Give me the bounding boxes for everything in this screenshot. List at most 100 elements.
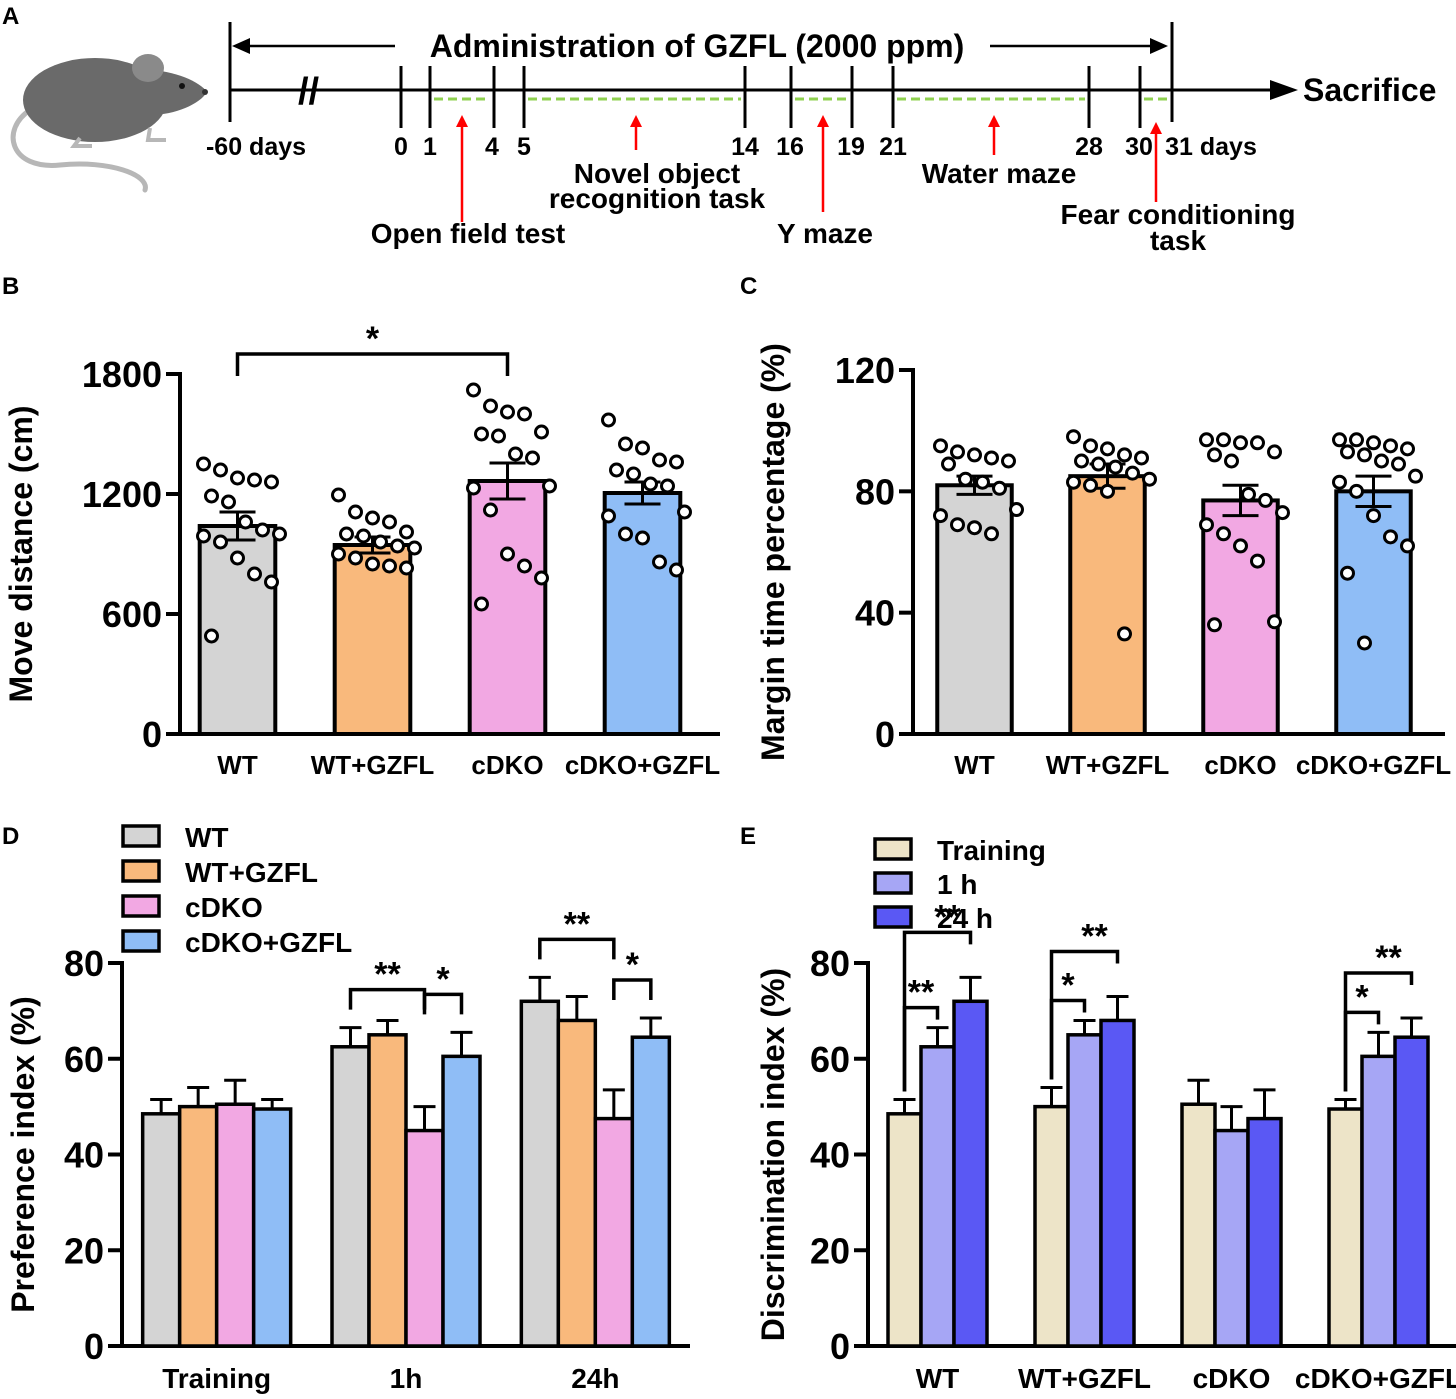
timeline-tick-label: 14 (731, 133, 759, 161)
data-point (1383, 438, 1398, 454)
bar (1099, 1018, 1136, 1348)
data-point (1391, 456, 1406, 472)
bar (214, 1102, 256, 1348)
data-point (407, 540, 422, 556)
data-point (1083, 438, 1098, 454)
x-tick-label: WT+GZFL (1018, 1363, 1151, 1394)
event-arrowhead (988, 115, 1000, 127)
legend-swatch (121, 929, 161, 953)
data-point (196, 456, 211, 472)
significance-label: ** (1081, 918, 1108, 956)
x-tick-label: cDKO (471, 750, 543, 780)
x-tick-label: Training (162, 1363, 271, 1394)
data-point (1233, 435, 1248, 451)
legend-swatch (873, 837, 913, 861)
bar (630, 1035, 672, 1348)
data-point (517, 406, 532, 422)
data-point (264, 574, 279, 590)
timeline-tick-label: 28 (1075, 133, 1103, 161)
data-point (1100, 483, 1115, 499)
y-tick-label: 0 (142, 714, 162, 755)
data-point (1066, 429, 1081, 445)
significance-label: ** (374, 956, 401, 994)
data-point (196, 528, 211, 544)
data-point (221, 494, 236, 510)
data-point (652, 554, 667, 570)
bar (1201, 498, 1280, 736)
data-point (984, 526, 999, 542)
data-point (1250, 435, 1265, 451)
bar (404, 1128, 445, 1348)
event-label: recognition task (549, 183, 766, 214)
x-tick-label: cDKO (1193, 1363, 1271, 1394)
data-point (331, 487, 346, 503)
data-point (618, 526, 633, 542)
y-tick-label: 60 (64, 1039, 104, 1080)
y-tick-label: 60 (810, 1039, 850, 1080)
y-tick-label: 40 (810, 1135, 850, 1176)
timeline-arrowhead (1270, 80, 1298, 100)
data-point (247, 566, 262, 582)
significance-bracket (612, 978, 653, 1001)
data-point (1275, 505, 1290, 521)
data-point (643, 476, 658, 492)
data-point (601, 508, 616, 524)
legend-label: WT (185, 822, 229, 853)
legend-label: cDKO (185, 892, 263, 923)
bar (140, 1112, 182, 1348)
mouse-illustration (10, 54, 208, 193)
data-point (601, 412, 616, 428)
bar (1360, 1054, 1397, 1348)
timeline-tick-label: 0 (394, 133, 408, 161)
data-point (474, 596, 489, 612)
admin-arrowhead-left (232, 38, 250, 54)
data-point (635, 440, 650, 456)
chart-b: 0 600 1200 1800 Move distance (cm) WT WT+GZFL c… (3, 320, 720, 780)
data-point (390, 538, 405, 554)
data-point (466, 382, 481, 398)
bar (1033, 1104, 1070, 1348)
x-tick-label: 1h (390, 1363, 423, 1394)
legend-label: Training (937, 835, 1046, 866)
event-arrowhead (456, 115, 468, 127)
data-point (1340, 565, 1355, 581)
bar (556, 1018, 598, 1348)
x-tick-label: WT (916, 1363, 960, 1394)
bar (1327, 1107, 1364, 1348)
data-point (1366, 435, 1381, 451)
bar (1066, 1033, 1103, 1348)
bar (593, 1116, 635, 1348)
data-point (373, 534, 388, 550)
data-point (1134, 450, 1149, 466)
y-tick-label: 0 (830, 1326, 850, 1367)
event-arrowhead (1150, 122, 1162, 134)
data-point (1241, 486, 1256, 502)
legend-swatch (121, 894, 161, 918)
bar (1334, 489, 1413, 737)
data-point (967, 447, 982, 463)
bar (441, 1054, 482, 1348)
bar (1246, 1116, 1283, 1348)
event-arrowhead (630, 115, 642, 127)
data-point (1366, 508, 1381, 524)
y-tick-label: 80 (810, 943, 850, 984)
bar (952, 999, 989, 1348)
event-label: Water maze (922, 158, 1077, 189)
timeline-tick-label: 21 (879, 133, 907, 161)
data-point (491, 428, 506, 444)
data-point (677, 504, 692, 520)
legend-swatch (121, 859, 161, 883)
data-point (1400, 538, 1415, 554)
data-point (1357, 447, 1372, 463)
y-tick-label: 20 (64, 1230, 104, 1271)
data-point (950, 444, 965, 460)
x-tick-label: cDKO+GZFL (1295, 1363, 1456, 1394)
event-label: Open field test (371, 218, 565, 249)
significance-label: * (626, 946, 640, 984)
data-point (933, 508, 948, 524)
x-tick-label: 24h (571, 1363, 619, 1394)
data-point (1267, 614, 1282, 630)
y-tick-label: 80 (855, 471, 895, 512)
data-point (474, 426, 489, 442)
